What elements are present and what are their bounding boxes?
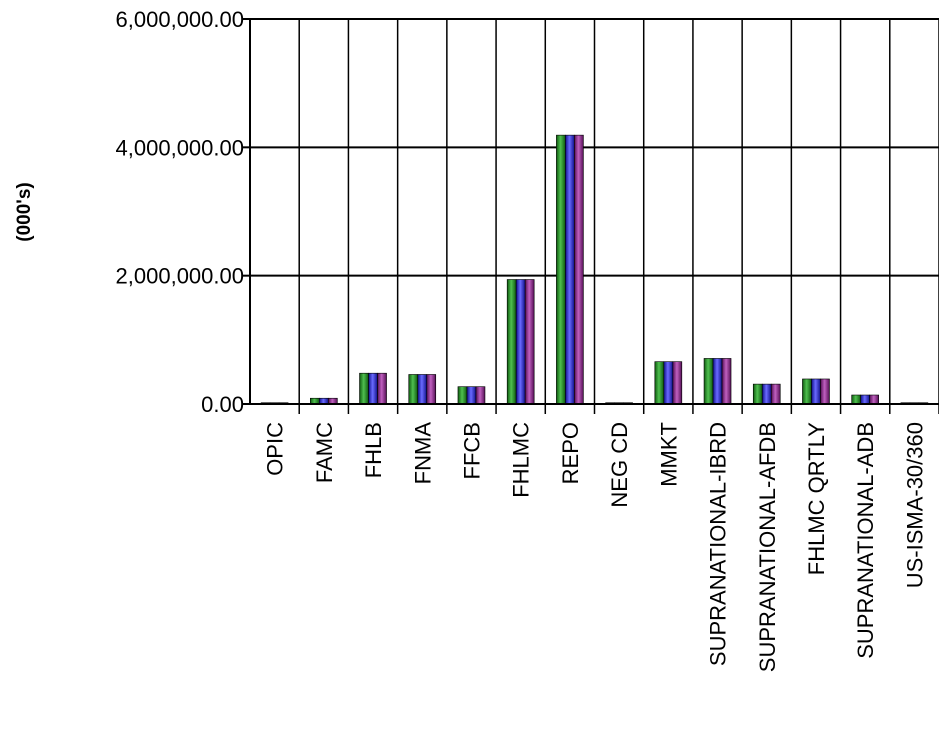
bar-supranational-ibrd-s3 [721,358,732,405]
bar-mmkt-s2 [663,361,674,405]
gridlines [250,18,939,414]
x-tick-label: FFCB [459,422,484,479]
bar-ffcb-s1 [457,386,468,405]
x-tick-label: MMKT [656,422,681,487]
bar-fhlb-s3 [377,372,387,405]
bar-repo-s2 [565,134,575,405]
x-tick-label: SUPRANATIONAL-ADB [853,422,878,659]
bar-fhlmc-s3 [524,279,535,405]
bar-repo-s1 [556,134,566,405]
bar-group [260,134,929,405]
bar-supranational-afdb-s3 [770,383,781,405]
y-axis-label: (000's) [14,182,35,241]
x-tick-label: FHLMC [509,422,534,498]
axes [242,18,939,405]
bar-supranational-ibrd-s2 [712,358,723,405]
bar-fhlb-s2 [368,372,378,405]
bar-supranational-adb-s1 [851,394,861,405]
bar-ffcb-s3 [475,386,486,405]
y-tick-label: 2,000,000.00 [116,264,244,289]
x-tick-label: FHLB [361,422,386,478]
bar-fnma-s3 [426,374,437,405]
y-tick-label: 0.00 [201,392,244,417]
bar-fhlmc-qrtly-s3 [820,378,830,405]
bar-fnma-s2 [417,374,428,405]
bar-mmkt-s1 [654,361,665,405]
x-tick-label: FNMA [410,422,435,485]
bar-supranational-afdb-s2 [761,383,772,405]
bar-ffcb-s2 [466,386,477,405]
x-tick-label: FAMC [312,422,337,483]
bar-mmkt-s3 [672,361,683,405]
x-tick-label: REPO [558,422,583,484]
x-tick-label: OPIC [263,422,288,476]
bar-fnma-s1 [408,374,419,405]
x-tick-label: FHLMC QRTLY [804,422,829,576]
x-tick-labels: OPIC FAMC FHLB FNMA FFCB FHLMC REPO NEG CD MMKT S… [263,422,928,673]
bar-repo-s3 [574,134,584,405]
bar-fhlmc-qrtly-s1 [802,378,812,405]
x-tick-label: SUPRANATIONAL-AFDB [755,422,780,672]
bar-supranational-adb-s3 [869,394,879,405]
bar-fhlb-s1 [359,372,369,405]
x-tick-label: NEG CD [607,422,632,508]
y-tick-label: 4,000,000.00 [116,135,244,160]
y-tick-labels: 0.00 2,000,000.00 4,000,000.00 6,000,000.00 [116,7,244,417]
y-tick-label: 6,000,000.00 [116,7,244,32]
x-tick-label: US-ISMA-30/360 [902,422,927,588]
bar-fhlmc-qrtly-s2 [811,378,821,405]
bar-supranational-ibrd-s1 [703,358,714,405]
bar-supranational-afdb-s1 [752,383,763,405]
x-tick-label: SUPRANATIONAL-IBRD [706,422,731,666]
bar-fhlmc-s1 [506,279,517,405]
bar-fhlmc-s2 [515,279,526,405]
bar-supranational-adb-s2 [860,394,870,405]
